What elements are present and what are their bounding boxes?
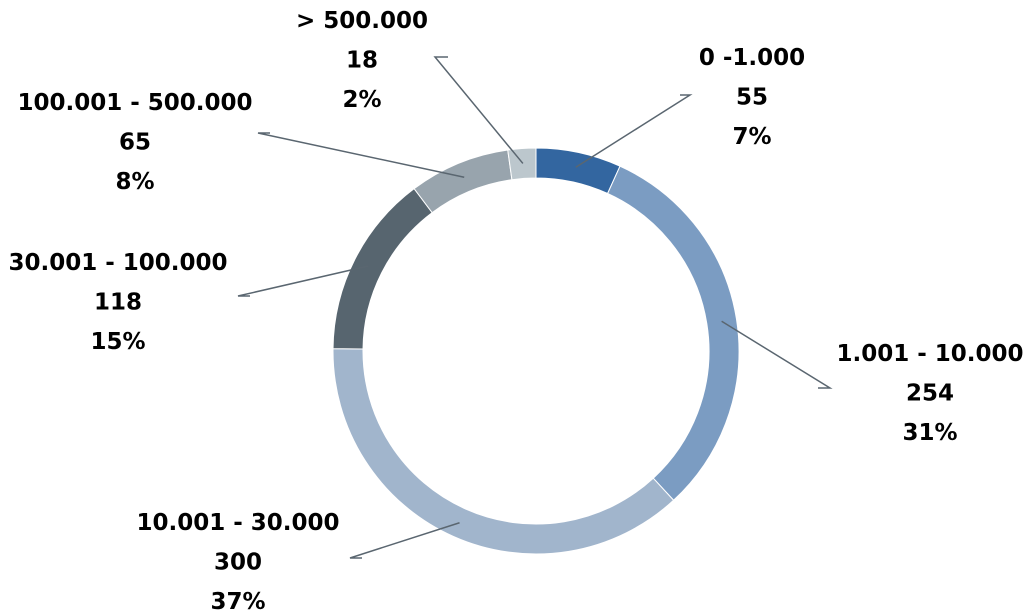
slice-4 (413, 149, 513, 214)
slice-category-2: 10.001 - 30.000 (136, 510, 339, 536)
slice-3 (332, 187, 433, 350)
slice-label-4: 100.001 - 500.000 65 8% (17, 90, 252, 195)
slice-percent-0: 7% (732, 124, 771, 150)
leader-line-3 (237, 265, 369, 297)
slice-label-2: 10.001 - 30.000 300 37% (136, 510, 339, 612)
slice-percent-4: 8% (115, 169, 154, 195)
slice-2 (332, 348, 675, 555)
slice-value-2: 300 (214, 550, 262, 576)
slice-value-4: 65 (119, 130, 151, 156)
slice-category-3: 30.001 - 100.000 (8, 250, 227, 276)
slice-label-5: > 500.000 18 2% (296, 8, 428, 113)
slice-percent-3: 15% (90, 329, 145, 355)
leader-lines (237, 56, 833, 559)
slice-category-4: 100.001 - 500.000 (17, 90, 252, 116)
slice-value-5: 18 (346, 48, 378, 74)
leader-line-2 (349, 522, 460, 559)
leader-line-0 (575, 94, 693, 168)
slice-0 (535, 147, 621, 195)
slice-label-1: 1.001 - 10.000 254 31% (836, 341, 1023, 446)
slice-5 (507, 147, 537, 181)
slice-value-1: 254 (906, 381, 954, 407)
slice-1 (606, 165, 740, 501)
leader-line-4 (257, 132, 465, 178)
leader-line-5 (433, 56, 524, 164)
slice-label-0: 0 -1.000 55 7% (699, 45, 805, 150)
slice-category-0: 0 -1.000 (699, 45, 805, 71)
slice-percent-2: 37% (210, 589, 265, 612)
slice-percent-1: 31% (902, 420, 957, 446)
slice-value-3: 118 (94, 290, 142, 316)
slice-value-0: 55 (736, 85, 768, 111)
slice-category-5: > 500.000 (296, 8, 428, 34)
slice-label-3: 30.001 - 100.000 118 15% (8, 250, 227, 355)
leader-line-1 (721, 320, 833, 389)
slice-labels: 0 -1.000 55 7% 1.001 - 10.000 254 31% 10.001 -… (8, 8, 1023, 612)
donut-slices (332, 147, 740, 555)
slice-category-1: 1.001 - 10.000 (836, 341, 1023, 367)
slice-percent-5: 2% (342, 87, 381, 113)
